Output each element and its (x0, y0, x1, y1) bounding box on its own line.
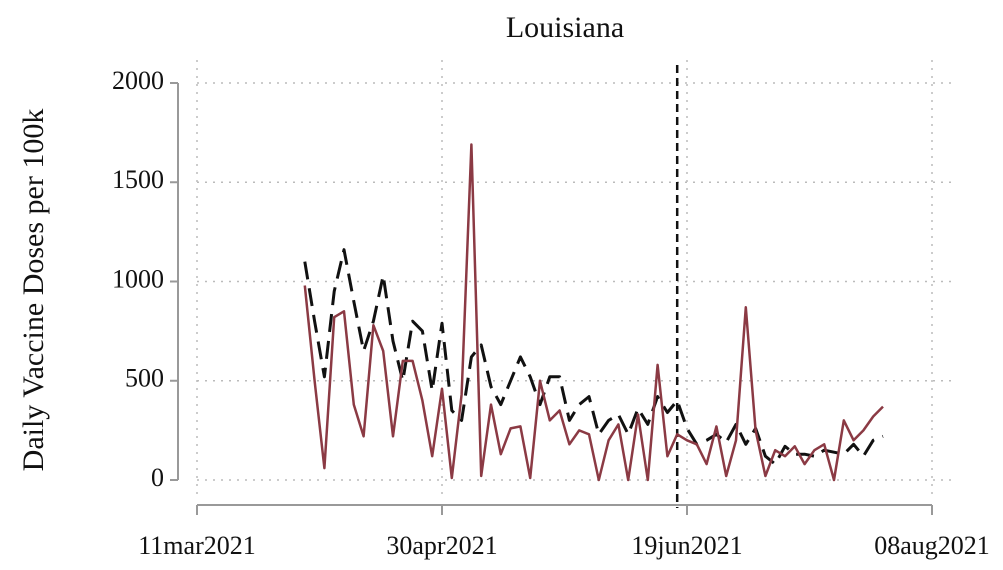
x-tick-label: 19jun2021 (631, 531, 742, 560)
y-tick-label: 1500 (112, 165, 164, 194)
y-tick-label: 500 (125, 364, 164, 393)
series-line (303, 143, 884, 482)
chart-title: Louisiana (506, 11, 624, 44)
y-axis-label: Daily Vaccine Doses per 100k (17, 109, 50, 472)
x-tick-label: 30apr2021 (386, 531, 497, 560)
y-tick-label: 1000 (112, 264, 164, 293)
y-tick-label: 2000 (112, 66, 164, 95)
x-tick-label: 11mar2021 (138, 531, 255, 560)
x-tick-label: 08aug2021 (874, 531, 990, 560)
y-tick-label: 0 (151, 463, 164, 492)
